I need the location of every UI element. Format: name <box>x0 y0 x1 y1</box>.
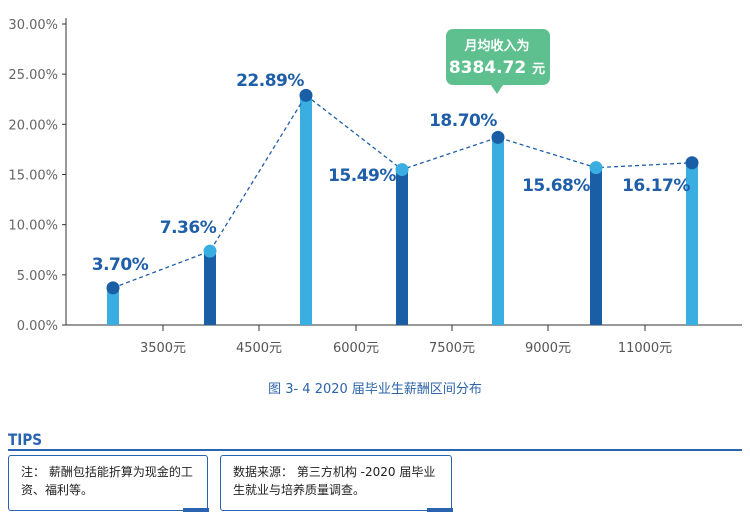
note-data-source: 数据来源： 第三方机构 -2020 届毕业生就业与培养质量调查。 <box>220 455 453 512</box>
callout-unit: 元 <box>532 62 545 77</box>
salary-chart: 0.00% 5.00% 10.00% 15.00% 20.00% 25.00% 30.00%… <box>8 18 742 356</box>
chart-caption: 图 3- 4 2020 届毕业生薪酬区间分布 <box>268 382 482 397</box>
tips-heading: TIPS <box>8 430 43 449</box>
data-point <box>491 130 505 144</box>
x-tick-label: 11000元 <box>618 341 672 356</box>
data-point <box>685 156 699 170</box>
callout-line1: 月均收入为 <box>463 38 529 54</box>
x-axis: 3500元 4500元 6000元 7500元 9000元 11000元 <box>66 324 742 356</box>
data-point <box>106 281 120 295</box>
bar <box>396 169 408 325</box>
callout-amount: 8384.72 <box>449 58 532 78</box>
callout-box <box>446 29 550 85</box>
note-compensation-text: 注： 薪酬包括能折算为现金的工资、福利等。 <box>21 465 193 497</box>
bar <box>300 95 312 325</box>
tips-divider <box>8 449 742 451</box>
y-tick-label: 25.00% <box>8 68 58 83</box>
y-tick-label: 30.00% <box>8 18 58 33</box>
bars <box>107 95 698 325</box>
data-point <box>299 88 313 102</box>
data-label: 18.70% <box>429 111 497 131</box>
bar <box>204 251 216 325</box>
y-tick-label: 5.00% <box>17 269 58 284</box>
y-tick-label: 20.00% <box>8 118 58 133</box>
y-tick-label: 15.00% <box>8 169 58 184</box>
data-label: 15.49% <box>328 166 396 186</box>
y-axis: 0.00% 5.00% 10.00% 15.00% 20.00% 25.00% 30.00% <box>8 18 67 334</box>
x-tick-label: 4500元 <box>236 341 282 356</box>
data-label: 22.89% <box>236 71 304 91</box>
y-tick-label: 10.00% <box>8 219 58 234</box>
bar <box>686 162 698 325</box>
data-labels: 3.70% 7.36% 22.89% 15.49% 18.70% 15.68% 16.17% <box>92 71 691 275</box>
average-callout: 月均收入为 8384.72 元 <box>446 29 550 94</box>
bar <box>590 167 602 325</box>
callout-value: 8384.72 元 <box>449 58 545 78</box>
x-tick-label: 9000元 <box>525 341 571 356</box>
bar <box>107 287 119 325</box>
data-label: 15.68% <box>522 176 590 196</box>
trend-line <box>106 88 699 295</box>
data-label: 16.17% <box>622 176 690 196</box>
bar <box>492 137 504 325</box>
data-label: 3.70% <box>92 255 149 275</box>
note-data-source-text: 数据来源： 第三方机构 -2020 届毕业生就业与培养质量调查。 <box>233 465 436 497</box>
data-point <box>395 163 409 177</box>
data-point <box>203 244 217 258</box>
note-compensation: 注： 薪酬包括能折算为现金的工资、福利等。 <box>8 455 209 512</box>
data-label: 7.36% <box>160 218 217 238</box>
data-point <box>589 161 603 175</box>
x-tick-label: 6000元 <box>333 341 379 356</box>
x-tick-label: 7500元 <box>429 341 475 356</box>
y-tick-label: 0.00% <box>17 319 58 334</box>
x-tick-label: 3500元 <box>140 341 186 356</box>
callout-pointer <box>491 85 503 94</box>
